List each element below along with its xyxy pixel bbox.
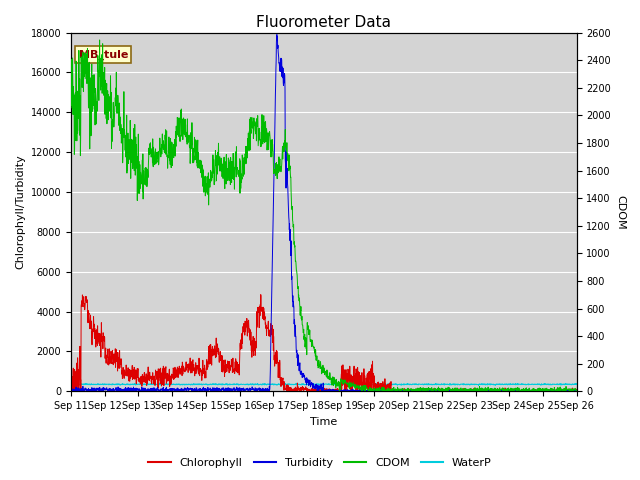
Text: MB_tule: MB_tule: [79, 49, 128, 60]
Legend: Chlorophyll, Turbidity, CDOM, WaterP: Chlorophyll, Turbidity, CDOM, WaterP: [144, 453, 496, 472]
Title: Fluorometer Data: Fluorometer Data: [257, 15, 391, 30]
Y-axis label: CDOM: CDOM: [615, 194, 625, 229]
Y-axis label: Chlorophyll/Turbidity: Chlorophyll/Turbidity: [15, 155, 25, 269]
X-axis label: Time: Time: [310, 417, 337, 427]
